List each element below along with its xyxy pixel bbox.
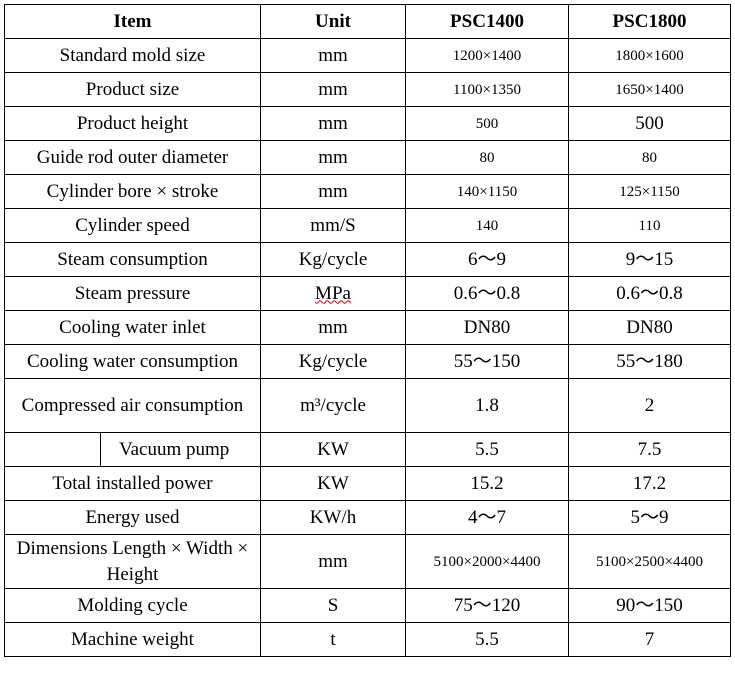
table-cell: S bbox=[260, 588, 406, 623]
table-cell: 2 bbox=[568, 378, 731, 433]
table-cell: 6～9 bbox=[405, 242, 569, 277]
table-cell: Vacuum pump bbox=[4, 432, 261, 467]
table-cell: 9～15 bbox=[568, 242, 731, 277]
table-cell: Cylinder bore × stroke bbox=[4, 174, 261, 209]
table-cell: Dimensions Length × Width × Height bbox=[4, 534, 261, 589]
table-cell: KW bbox=[260, 466, 406, 501]
table-row: Compressed air consumption m³/cycle 1.8 2 bbox=[4, 378, 731, 433]
table-cell: Compressed air consumption bbox=[4, 378, 261, 433]
table-cell: 5100×2000×4400 bbox=[405, 534, 569, 589]
table-cell: 0.6～0.8 bbox=[405, 276, 569, 311]
table-cell: mm bbox=[260, 534, 406, 589]
table-cell: DN80 bbox=[568, 310, 731, 345]
header-cell: Unit bbox=[260, 4, 406, 39]
table-cell: 500 bbox=[405, 106, 569, 141]
table-cell: mm bbox=[260, 106, 406, 141]
table-row: Dimensions Length × Width × Height mm 5100… bbox=[4, 534, 731, 589]
table-body: Standard mold size mm 1200×1400 1800×1600 Pr… bbox=[4, 38, 731, 657]
table-row: Steam consumption Kg/cycle 6～9 9～15 bbox=[4, 242, 731, 277]
table-cell: t bbox=[260, 622, 406, 657]
table-cell: 17.2 bbox=[568, 466, 731, 501]
table-cell: Kg/cycle bbox=[260, 344, 406, 379]
table-cell: KW bbox=[260, 432, 406, 467]
table-row: Standard mold size mm 1200×1400 1800×1600 bbox=[4, 38, 731, 73]
table-cell: 5.5 bbox=[405, 622, 569, 657]
table-cell: Cooling water inlet bbox=[4, 310, 261, 345]
table-row: Guide rod outer diameter mm 80 80 bbox=[4, 140, 731, 175]
table-cell: 4～7 bbox=[405, 500, 569, 535]
table-cell: Machine weight bbox=[4, 622, 261, 657]
table-cell: 80 bbox=[405, 140, 569, 175]
table-cell: Standard mold size bbox=[4, 38, 261, 73]
table-cell: 125×1150 bbox=[568, 174, 731, 209]
header-cell: PSC1800 bbox=[568, 4, 731, 39]
table-cell: 5.5 bbox=[405, 432, 569, 467]
table-row: Vacuum pump KW 5.5 7.5 bbox=[4, 432, 731, 467]
table-cell: Guide rod outer diameter bbox=[4, 140, 261, 175]
table-cell: Product size bbox=[4, 72, 261, 107]
table-cell: KW/h bbox=[260, 500, 406, 535]
table-row: Cooling water inlet mm DN80 DN80 bbox=[4, 310, 731, 345]
table-cell: mm bbox=[260, 72, 406, 107]
table-cell: 140 bbox=[405, 208, 569, 243]
table-cell: mm/S bbox=[260, 208, 406, 243]
table-row: Cylinder speed mm/S 140 110 bbox=[4, 208, 731, 243]
table-cell: 500 bbox=[568, 106, 731, 141]
table-cell: DN80 bbox=[405, 310, 569, 345]
table-row: Total installed power KW 15.2 17.2 bbox=[4, 466, 731, 501]
table-row: Cylinder bore × stroke mm 140×1150 125×1150 bbox=[4, 174, 731, 209]
header-cell: PSC1400 bbox=[405, 4, 569, 39]
table-cell: 1200×1400 bbox=[405, 38, 569, 73]
table-cell: mm bbox=[260, 174, 406, 209]
table-cell: Cylinder speed bbox=[4, 208, 261, 243]
table-cell: 7.5 bbox=[568, 432, 731, 467]
header-row: Item Unit PSC1400 PSC1800 bbox=[4, 4, 731, 39]
table-cell: 140×1150 bbox=[405, 174, 569, 209]
table-cell: Total installed power bbox=[4, 466, 261, 501]
table-cell: 1800×1600 bbox=[568, 38, 731, 73]
table-cell: 5100×2500×4400 bbox=[568, 534, 731, 589]
table-row: Steam pressure MPa 0.6～0.8 0.6～0.8 bbox=[4, 276, 731, 311]
cell-text: MPa bbox=[315, 282, 351, 304]
table-cell: Molding cycle bbox=[4, 588, 261, 623]
table-cell: 1100×1350 bbox=[405, 72, 569, 107]
table-cell: 15.2 bbox=[405, 466, 569, 501]
table-cell: Energy used bbox=[4, 500, 261, 535]
table-cell: 55～180 bbox=[568, 344, 731, 379]
table-cell: mm bbox=[260, 38, 406, 73]
table-cell: 5～9 bbox=[568, 500, 731, 535]
table-cell: 1650×1400 bbox=[568, 72, 731, 107]
table-cell: Kg/cycle bbox=[260, 242, 406, 277]
table-cell: 80 bbox=[568, 140, 731, 175]
header-cell: Item bbox=[4, 4, 261, 39]
table-cell: Steam consumption bbox=[4, 242, 261, 277]
table-row: Molding cycle S 75～120 90～150 bbox=[4, 588, 731, 623]
table-row: Product size mm 1100×1350 1650×1400 bbox=[4, 72, 731, 107]
spec-table: Item Unit PSC1400 PSC1800 Standard mold siz… bbox=[4, 4, 731, 657]
table-cell: 90～150 bbox=[568, 588, 731, 623]
table-row: Cooling water consumption Kg/cycle 55～150 5… bbox=[4, 344, 731, 379]
table-cell: m³/cycle bbox=[260, 378, 406, 433]
table-row: Energy used KW/h 4～7 5～9 bbox=[4, 500, 731, 535]
table-cell: Cooling water consumption bbox=[4, 344, 261, 379]
table-cell: MPa bbox=[260, 276, 406, 311]
table-cell: 1.8 bbox=[405, 378, 569, 433]
table-cell: mm bbox=[260, 140, 406, 175]
table-cell: 7 bbox=[568, 622, 731, 657]
table-cell: 75～120 bbox=[405, 588, 569, 623]
table-cell: mm bbox=[260, 310, 406, 345]
table-cell: 0.6～0.8 bbox=[568, 276, 731, 311]
table-cell: 110 bbox=[568, 208, 731, 243]
table-row: Machine weight t 5.5 7 bbox=[4, 622, 731, 657]
table-cell: 55～150 bbox=[405, 344, 569, 379]
table-cell: Steam pressure bbox=[4, 276, 261, 311]
table-row: Product height mm 500 500 bbox=[4, 106, 731, 141]
table-cell: Product height bbox=[4, 106, 261, 141]
